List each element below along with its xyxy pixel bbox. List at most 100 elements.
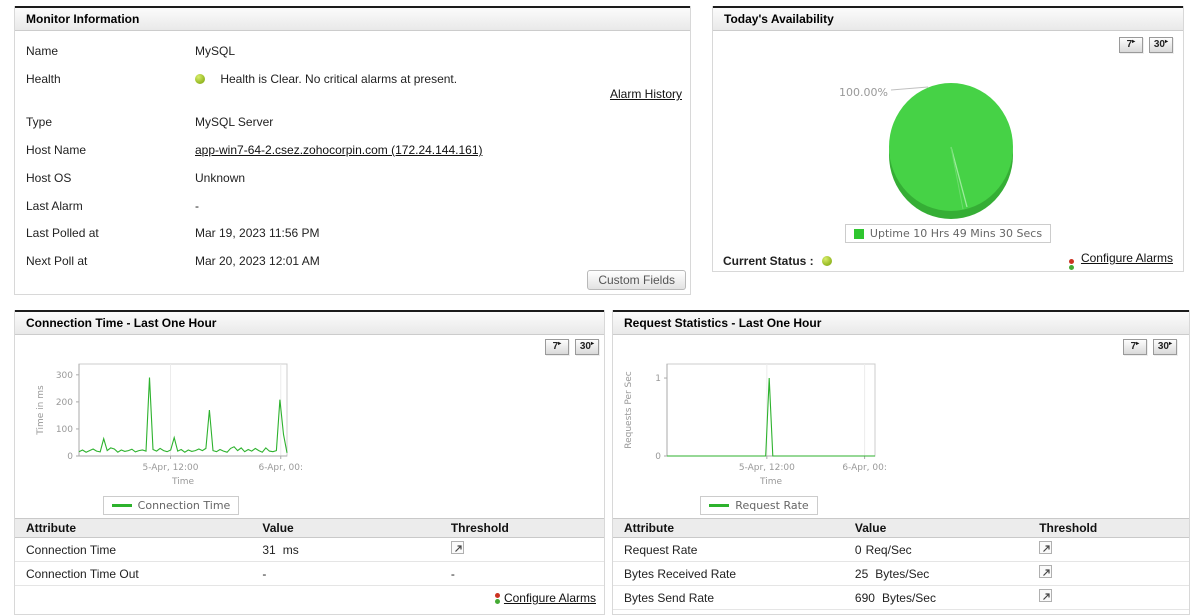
svg-text:100: 100 — [56, 425, 73, 435]
table-row: Bytes Received Rate 25 Bytes/Sec — [613, 562, 1189, 586]
alarm-history-link[interactable]: Alarm History — [609, 87, 682, 101]
range-30-button[interactable]: 30▸ — [1148, 37, 1173, 53]
svg-text:Time: Time — [759, 477, 782, 487]
range-30-button[interactable]: 30▸ — [574, 339, 599, 355]
svg-text:0: 0 — [67, 452, 73, 462]
svg-text:300: 300 — [56, 371, 73, 381]
svg-text:6-Apr, 00:: 6-Apr, 00: — [258, 463, 303, 473]
field-value: Health is Clear. No critical alarms at p… — [195, 72, 457, 86]
svg-text:200: 200 — [56, 398, 73, 408]
field-label: Host Name — [26, 143, 87, 157]
field-label: Type — [26, 115, 53, 129]
connection-time-chart: 0 100 200 300 5-Apr, 12:00 6-Apr, 00: Time Time… — [36, 363, 303, 487]
attribute-name: Connection Time Out — [26, 566, 139, 581]
range-buttons: 7▸ 30▸ — [1122, 339, 1177, 355]
attribute-name: Bytes Received Rate — [624, 566, 737, 581]
uptime-legend-label: Uptime 10 Hrs 49 Mins 30 Secs — [869, 227, 1043, 240]
table-header-row: Attribute Value Threshold — [15, 518, 604, 538]
expand-arrow-icon: ▸ — [1168, 341, 1172, 347]
panel-title: Connection Time - Last One Hour — [15, 310, 604, 335]
table-footer: Configure Alarms — [15, 586, 604, 610]
expand-arrow-icon: ▸ — [590, 341, 594, 347]
uptime-legend-swatch — [853, 228, 864, 239]
legend-label: Request Rate — [735, 499, 809, 512]
current-status: Current Status : — [723, 253, 833, 268]
field-value: - — [195, 199, 199, 213]
legend-line-swatch — [709, 504, 730, 507]
svg-text:5-Apr, 12:00: 5-Apr, 12:00 — [143, 463, 199, 473]
range-30-button[interactable]: 30▸ — [1152, 339, 1177, 355]
range-buttons: 7▸ 30▸ — [544, 339, 599, 355]
custom-fields-row: Custom Fields — [15, 270, 690, 290]
table-row: Connection Time Out - - — [15, 562, 604, 586]
panel-title: Today's Availability — [713, 6, 1183, 31]
panel-title: Request Statistics - Last One Hour — [613, 310, 1189, 335]
host-name-link[interactable]: app-win7-64-2.csez.zohocorpin.com (172.2… — [195, 143, 483, 157]
attribute-value: 690 Bytes/Sec — [854, 590, 936, 605]
col-value: Value — [262, 521, 294, 535]
expand-arrow-icon: ▸ — [1164, 39, 1168, 45]
uptime-legend: Uptime 10 Hrs 49 Mins 30 Secs — [844, 224, 1052, 243]
field-label: Next Poll at — [26, 254, 88, 268]
traffic-light-icon — [1068, 259, 1074, 270]
attribute-value: 31 ms — [262, 542, 299, 557]
threshold-trend-icon[interactable] — [1039, 565, 1053, 578]
connection-time-panel: Connection Time - Last One Hour 7▸ 30▸ 0… — [14, 310, 605, 615]
threshold-trend-icon[interactable] — [1039, 541, 1053, 554]
table-header-row: Attribute Value Threshold — [613, 518, 1189, 538]
field-value: Unknown — [195, 171, 246, 185]
health-text: Health is Clear. No critical alarms at p… — [220, 72, 458, 86]
legend-line-swatch — [111, 504, 132, 507]
expand-arrow-icon: ▸ — [1132, 39, 1136, 45]
range-7-button[interactable]: 7▸ — [1118, 37, 1143, 53]
col-attribute: Attribute — [624, 521, 674, 535]
configure-alarms-link[interactable]: Configure Alarms — [1080, 251, 1173, 265]
attribute-value: 0 Req/Sec — [854, 542, 912, 557]
attribute-value: 25 Bytes/Sec — [854, 566, 930, 581]
alarm-history-row: Alarm History — [15, 87, 690, 101]
attribute-value: - — [262, 566, 267, 581]
range-buttons: 7▸ 30▸ — [1118, 37, 1173, 53]
field-label: Last Polled at — [26, 226, 99, 240]
request-rate-legend: Request Rate — [700, 496, 818, 515]
request-statistics-panel: Request Statistics - Last One Hour 7▸ 30… — [612, 310, 1190, 615]
threshold-trend-icon[interactable] — [1039, 589, 1053, 602]
field-value: Mar 19, 2023 11:56 PM — [195, 226, 320, 240]
pie-legend-row: Uptime 10 Hrs 49 Mins 30 Secs — [713, 224, 1183, 243]
table-row: Connection Time 31 ms — [15, 538, 604, 562]
field-label: Host OS — [26, 171, 72, 185]
current-status-label: Current Status : — [723, 253, 814, 268]
range-7-button[interactable]: 7▸ — [1122, 339, 1147, 355]
threshold-cell — [450, 541, 604, 558]
request-rate-chart: 0 1 5-Apr, 12:00 6-Apr, 00: Time Requests Per… — [624, 363, 887, 487]
col-value: Value — [854, 521, 887, 535]
svg-text:Time: Time — [171, 477, 194, 487]
attribute-name: Connection Time — [26, 542, 117, 557]
svg-text:Requests Per Sec: Requests Per Sec — [624, 371, 634, 449]
expand-arrow-icon: ▸ — [558, 341, 562, 347]
field-value: MySQL Server — [195, 115, 274, 129]
svg-text:5-Apr, 12:00: 5-Apr, 12:00 — [739, 463, 795, 473]
field-label: Health — [26, 72, 61, 86]
configure-alarms: Configure Alarms — [1068, 251, 1173, 270]
connection-time-legend: Connection Time — [102, 496, 240, 515]
availability-footer: Current Status : Configure Alarms — [713, 251, 1183, 270]
expand-arrow-icon: ▸ — [1136, 341, 1140, 347]
range-7-button[interactable]: 7▸ — [544, 339, 569, 355]
table-row: Bytes Send Rate 690 Bytes/Sec — [613, 586, 1189, 610]
configure-alarms-link[interactable]: Configure Alarms — [503, 591, 596, 605]
attribute-name: Request Rate — [624, 542, 698, 557]
chart-legend-row: Connection Time — [31, 496, 311, 515]
request-attr-table: Attribute Value Threshold Request Rate 0… — [613, 518, 1189, 610]
table-row: Request Rate 0 Req/Sec — [613, 538, 1189, 562]
svg-text:1: 1 — [655, 374, 661, 384]
field-label: Last Alarm — [26, 199, 83, 213]
col-threshold: Threshold — [450, 521, 509, 535]
legend-label: Connection Time — [137, 499, 231, 512]
custom-fields-button[interactable]: Custom Fields — [587, 270, 686, 290]
svg-text:6-Apr, 00:: 6-Apr, 00: — [842, 463, 887, 473]
threshold-trend-icon[interactable] — [450, 541, 464, 554]
attribute-name: Bytes Send Rate — [624, 590, 715, 605]
health-status-icon — [195, 74, 205, 84]
